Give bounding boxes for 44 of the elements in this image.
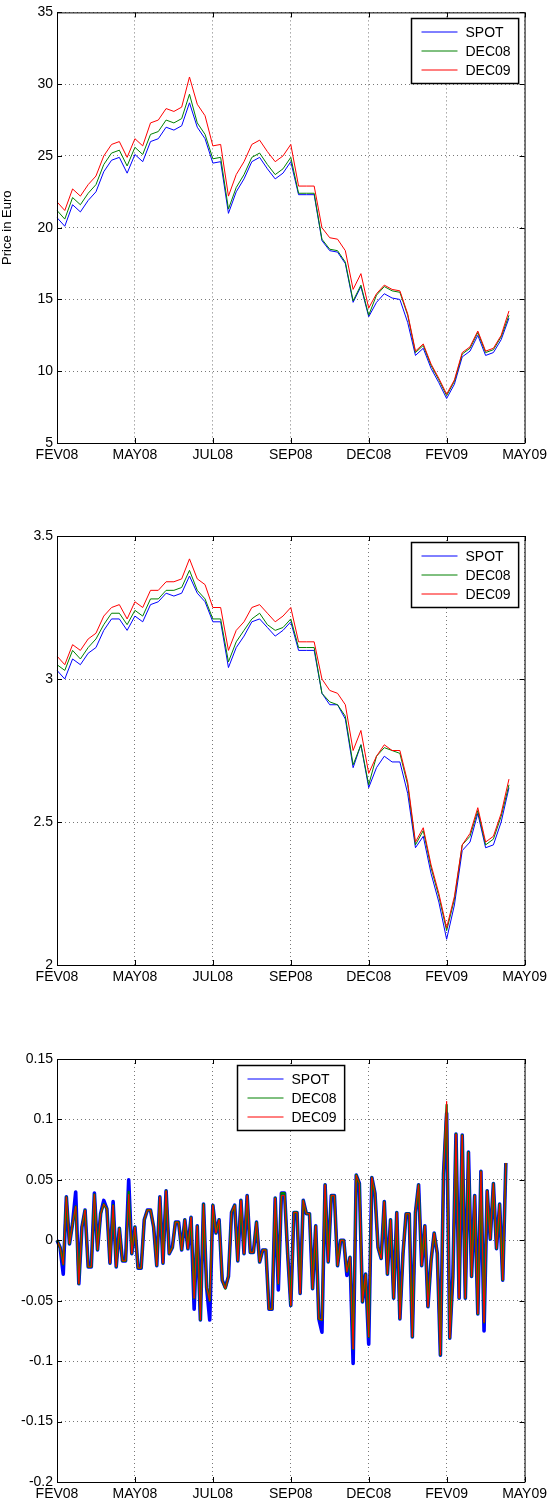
y-tick-label: 15 <box>37 290 54 307</box>
y-tick-label: 3.5 <box>33 526 54 543</box>
legend-label: DEC08 <box>291 1089 337 1106</box>
y-tick-label: 0.1 <box>33 1110 54 1127</box>
x-tick-label: MAY08 <box>112 446 158 463</box>
y-tick-label: 20 <box>37 218 54 235</box>
legend-label: DEC08 <box>465 42 511 59</box>
y-tick-label: 3 <box>45 669 54 686</box>
x-tick-label: FEV09 <box>425 968 469 985</box>
y-tick-label: 10 <box>37 362 54 379</box>
x-tick-label: JUL08 <box>192 968 234 985</box>
x-tick-label: DEC08 <box>346 446 392 463</box>
x-tick-label: MAY08 <box>112 968 158 985</box>
legend-label: DEC08 <box>465 566 511 583</box>
y-tick-label: -0.15 <box>21 1412 54 1429</box>
x-tick-label: FEV09 <box>425 446 469 463</box>
y-tick-label: -0.1 <box>28 1352 54 1368</box>
x-tick-label: MAY08 <box>112 1485 158 1502</box>
y-tick-label: 25 <box>37 146 54 163</box>
y-tick-label: 0.05 <box>25 1170 54 1187</box>
x-tick-label: MAY09 <box>502 446 548 463</box>
y-axis-title: Price in Euro <box>0 190 15 265</box>
x-tick-label: FEV09 <box>425 1485 469 1502</box>
x-tick-label: JUL08 <box>192 1485 234 1502</box>
x-tick-label: SEP08 <box>268 446 313 463</box>
y-tick-label: 30 <box>37 75 54 92</box>
y-tick-label: 0.15 <box>25 1049 54 1066</box>
x-tick-label: SEP08 <box>268 1485 313 1502</box>
x-tick-label: SEP08 <box>268 968 313 985</box>
legend-label: SPOT <box>291 1070 331 1087</box>
x-tick-label: DEC08 <box>346 1485 392 1502</box>
y-tick-label: 35 <box>37 3 54 20</box>
y-tick-label: 2.5 <box>33 812 54 829</box>
legend-label: DEC09 <box>291 1108 337 1125</box>
x-tick-label: MAY09 <box>502 968 548 985</box>
legend-label: DEC09 <box>465 61 511 78</box>
x-tick-label: DEC08 <box>346 968 392 985</box>
y-tick-label: -0.05 <box>21 1291 54 1308</box>
x-tick-label: MAY09 <box>502 1485 548 1502</box>
legend-label: DEC09 <box>465 585 511 602</box>
x-tick-label: JUL08 <box>192 446 234 463</box>
legend-label: SPOT <box>465 23 505 40</box>
legend-label: SPOT <box>465 547 505 564</box>
y-tick-label: 0 <box>45 1231 54 1248</box>
